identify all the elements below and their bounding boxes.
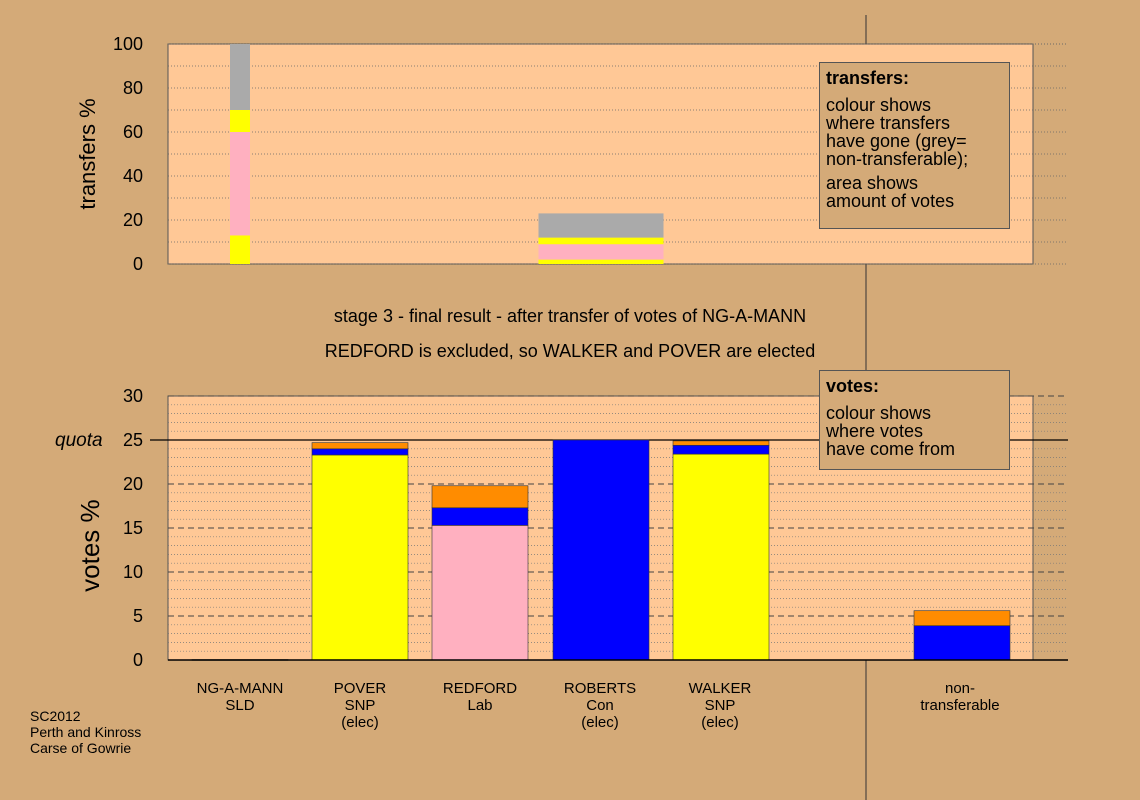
votes-bar-segment (672, 440, 770, 446)
votes-legend-note: votes: colour shows where votes have com… (819, 370, 1010, 470)
candidate-label-redford: REDFORD Lab (442, 680, 518, 714)
votes-tick-label: 20 (123, 474, 143, 494)
footer-ward: Carse of Gowrie (30, 740, 132, 756)
votes-bar-segment (431, 507, 529, 526)
candidate-label-non-transferable: non- transferable (920, 680, 1000, 714)
footer-info: SC2012 Perth and Kinross Carse of Gowrie (30, 708, 141, 756)
transfers-bar-segment (230, 44, 250, 110)
candidate-label-ng-a-mann: NG-A-MANN SLD (196, 680, 284, 714)
votes-note-heading: votes: (826, 376, 880, 396)
transfers-bar-segment (538, 237, 664, 245)
transfers-bar-segment (230, 132, 250, 236)
transfers-bar-segment (230, 235, 250, 264)
transfers-bar-segment (538, 244, 664, 260)
transfers-note-text: colour shows where transfers have gone (… (826, 95, 969, 169)
stage-title: stage 3 - final result - after transfer … (333, 306, 807, 326)
transfers-note-text-area: area shows amount of votes (826, 173, 955, 211)
transfers-bar-segment (538, 213, 664, 238)
votes-note-text: colour shows where votes have come from (826, 403, 956, 459)
votes-bar-segment (311, 448, 409, 456)
transfers-note-heading: transfers: (826, 68, 910, 88)
votes-bar-segment (913, 625, 1011, 661)
votes-tick-label: 0 (133, 650, 143, 670)
quota-label: quota (55, 430, 103, 451)
votes-tick-label: 30 (123, 386, 143, 406)
transfers-legend-note: transfers: colour shows where transfers … (819, 62, 1010, 229)
transfers-tick-label: 60 (123, 122, 143, 142)
transfers-tick-label: 0 (133, 254, 143, 274)
votes-bar-segment (431, 525, 529, 661)
votes-bar-segment (672, 444, 770, 455)
votes-axis-label: votes % (75, 499, 105, 592)
transfers-axis-label: transfers % (75, 98, 100, 209)
votes-bar-segment (672, 453, 770, 661)
transfers-tick-label: 40 (123, 166, 143, 186)
candidate-label-pover: POVER SNP (elec) (333, 680, 387, 731)
transfers-bar-segment (230, 110, 250, 132)
transfers-bar-segment (538, 259, 664, 264)
votes-tick-label: 25 (123, 430, 143, 450)
transfers-tick-label: 100 (113, 34, 143, 54)
candidate-label-walker: WALKER SNP (elec) (688, 680, 752, 731)
votes-bar-segment (552, 439, 650, 661)
footer-election: SC2012 (30, 708, 81, 724)
votes-bar-segment (913, 610, 1011, 626)
votes-bar-segment (311, 454, 409, 661)
transfers-tick-label: 80 (123, 78, 143, 98)
transfers-tick-label: 20 (123, 210, 143, 230)
votes-tick-label: 5 (133, 606, 143, 626)
stage-subtitle: REDFORD is excluded, so WALKER and POVER… (324, 341, 816, 361)
votes-bar-segment (311, 442, 409, 450)
candidate-label-roberts: ROBERTS Con (elec) (563, 680, 637, 731)
votes-tick-label: 15 (123, 518, 143, 538)
votes-tick-label: 10 (123, 562, 143, 582)
votes-bar-segment (431, 485, 529, 509)
footer-council: Perth and Kinross (30, 724, 142, 740)
